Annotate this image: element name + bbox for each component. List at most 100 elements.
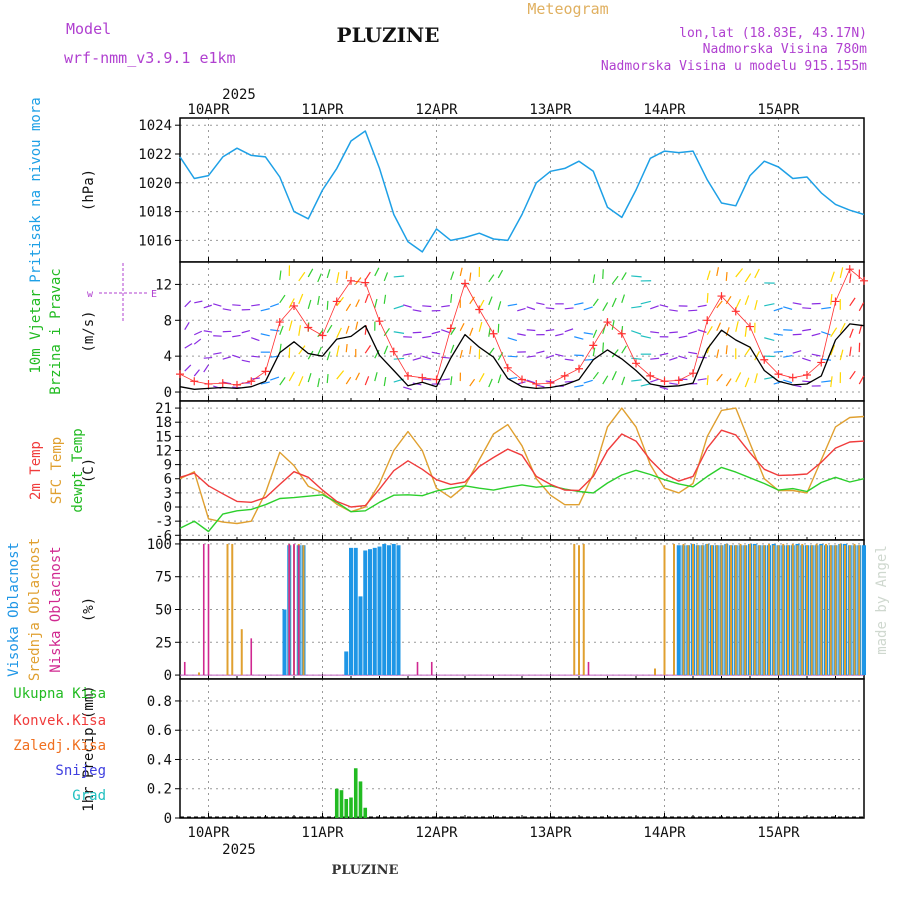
- wind-barb: [364, 345, 372, 354]
- wind-barb: [450, 294, 453, 303]
- wind-barb: [830, 344, 836, 356]
- footer-station: PLUZINE: [332, 863, 399, 878]
- dewpt-temp-line: [179, 466, 865, 533]
- cloud-bar: [768, 543, 770, 676]
- bottom-year-label: 2025: [222, 842, 256, 858]
- top-day-label: 14APR: [643, 102, 686, 118]
- wind-barb: [839, 267, 844, 279]
- wind-barb: [222, 381, 232, 385]
- wind-barb: [193, 369, 200, 377]
- wind-barb: [431, 330, 441, 335]
- gust-marker: [176, 370, 184, 379]
- wind-barb: [811, 353, 821, 357]
- top-day-label: 11APR: [301, 102, 344, 118]
- wind-barb: [697, 356, 707, 359]
- cloud-bar: [349, 547, 353, 676]
- wind-barb: [403, 304, 412, 308]
- temperature-title-line: 2m Temp: [28, 441, 44, 500]
- wind-barb: [222, 308, 232, 311]
- wind-barb: [783, 354, 793, 358]
- wind-barb: [345, 325, 350, 334]
- wind-barb: [545, 307, 555, 310]
- wind-barb: [725, 295, 732, 305]
- wind-barb: [602, 302, 609, 312]
- wind-barb: [383, 294, 387, 304]
- wind-barb: [194, 300, 203, 304]
- cloud-bar: [654, 668, 656, 676]
- wind-barb: [374, 298, 378, 308]
- sfc-temp-line: [179, 407, 865, 525]
- wind-barb: [631, 357, 642, 360]
- cloud-bar: [587, 661, 590, 676]
- wind-barb: [317, 378, 321, 388]
- precip-ytick-label: 0.4: [147, 752, 172, 768]
- wind-barb: [688, 309, 698, 312]
- wind-barb: [678, 355, 688, 360]
- wind-barb: [688, 330, 698, 335]
- wind-barb: [706, 375, 709, 386]
- wind-barb: [478, 373, 485, 383]
- wind-barb: [650, 305, 659, 310]
- cloud-bar: [758, 545, 761, 676]
- wind-barb: [611, 320, 615, 330]
- cloud-bar: [297, 545, 300, 676]
- wind-barb: [336, 327, 342, 338]
- wind-barb: [526, 329, 536, 332]
- wind-barb: [203, 364, 209, 373]
- wind-barb: [441, 329, 450, 334]
- wind-barb: [517, 307, 526, 312]
- wind-barb: [602, 375, 609, 385]
- wind-barb: [744, 273, 752, 283]
- wind-barb: [374, 267, 380, 277]
- wind-barb: [355, 299, 360, 308]
- wind-barb: [393, 305, 404, 310]
- cloud-bar: [820, 545, 823, 676]
- wind-barb: [858, 375, 865, 385]
- wind-barb: [640, 383, 652, 387]
- wind-barb: [478, 321, 483, 332]
- wind-barb: [564, 358, 574, 361]
- wind-barb: [364, 376, 370, 386]
- wind-barb: [213, 303, 222, 307]
- cloud-bar: [673, 543, 675, 676]
- wind-barb: [459, 349, 463, 359]
- product-title: Meteogram: [527, 0, 608, 18]
- cloud-bar: [692, 543, 694, 676]
- wind-barb: [450, 376, 453, 386]
- wind-barb: [821, 358, 832, 361]
- cloud-bar: [806, 545, 808, 676]
- wind-ytick-label: 12: [155, 277, 172, 293]
- temperature-ytick-label: 0: [164, 500, 172, 516]
- wind-barb: [241, 359, 251, 363]
- cloud-bar: [763, 545, 766, 676]
- wind-barb: [631, 330, 642, 335]
- wind-barb: [403, 386, 412, 391]
- wind-barb: [764, 303, 775, 307]
- cloud-bar: [782, 543, 785, 676]
- cloud-bar: [250, 638, 253, 676]
- wind-barb: [574, 336, 584, 340]
- wind-barb: [839, 349, 844, 361]
- wind-barb: [821, 380, 832, 383]
- wind-barb: [288, 371, 295, 382]
- cloud-bar: [725, 543, 728, 676]
- cloud-bar: [372, 547, 377, 676]
- precip-ytick-label: 0.2: [147, 782, 172, 798]
- cloud-bar: [368, 549, 372, 676]
- gust-marker: [860, 276, 868, 285]
- wind-barb: [735, 372, 742, 383]
- cloud-bar: [282, 609, 287, 676]
- station-title: PLUZINE: [337, 23, 440, 47]
- wind-barb: [716, 300, 723, 309]
- wind-barb: [393, 331, 405, 334]
- wind-barb: [611, 371, 617, 381]
- wind-barb: [203, 356, 213, 359]
- wind-barb: [659, 304, 669, 308]
- pressure-title-line: Pritisak na nivou mora: [28, 97, 44, 282]
- cloud-bar: [226, 543, 229, 676]
- wind-barb: [184, 343, 193, 349]
- wind-barb: [754, 351, 760, 361]
- temperature-ytick-label: -6: [155, 528, 172, 544]
- wind-barb: [526, 306, 536, 311]
